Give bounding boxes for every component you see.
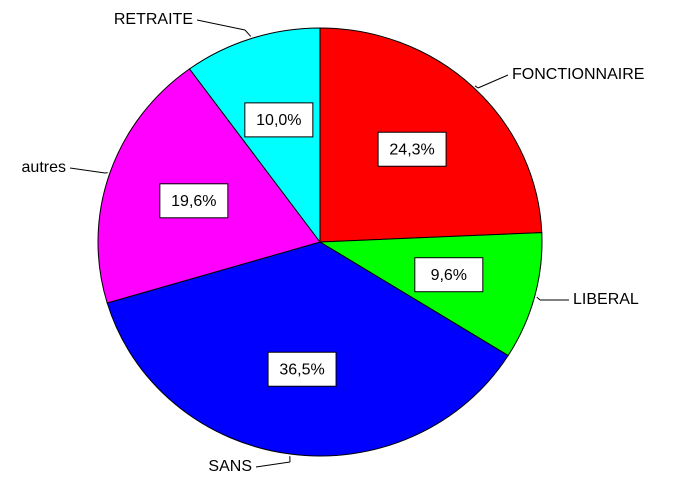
category-label: FONCTIONNAIRE bbox=[512, 66, 644, 83]
value-label: 36,5% bbox=[279, 361, 324, 378]
value-label: 19,6% bbox=[171, 193, 216, 210]
value-label: 10,0% bbox=[256, 112, 301, 129]
leader-line bbox=[474, 85, 479, 89]
value-label-box bbox=[267, 351, 337, 387]
leader-line bbox=[477, 74, 509, 89]
value-label: 9,6% bbox=[431, 267, 467, 284]
leader-line bbox=[244, 29, 252, 37]
leader-line bbox=[69, 167, 106, 174]
pie-slice bbox=[106, 241, 509, 457]
category-label: LIBERAL bbox=[573, 291, 639, 308]
leader-line bbox=[196, 19, 246, 31]
pie-slice bbox=[318, 232, 543, 357]
leader-line bbox=[536, 296, 541, 301]
leader-line bbox=[255, 461, 291, 468]
category-label: SANS bbox=[208, 458, 252, 475]
value-label: 24,3% bbox=[389, 141, 434, 158]
value-label-box bbox=[377, 131, 447, 167]
value-label-box bbox=[414, 257, 484, 293]
value-label-box bbox=[159, 183, 229, 219]
category-label: RETRAITE bbox=[114, 11, 193, 28]
value-label-box bbox=[244, 102, 314, 138]
category-label: autres bbox=[22, 159, 66, 176]
